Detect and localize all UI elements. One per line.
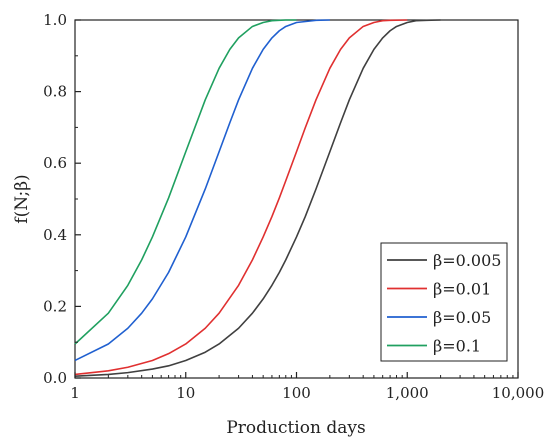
y-tick-label: 0.8: [43, 83, 67, 101]
y-axis-label: f(N;β): [12, 174, 32, 223]
legend: β=0.005 β=0.01 β=0.05 β=0.1: [380, 242, 508, 362]
y-tick-label: 0.2: [43, 297, 67, 315]
series-line-2: [74, 19, 330, 362]
series-line-1: [74, 19, 408, 376]
y-tick-label: 0.6: [43, 154, 67, 172]
x-tick-label: 100: [282, 384, 311, 402]
legend-label-3: β=0.1: [433, 337, 481, 356]
x-tick-label: 1,000: [386, 384, 429, 402]
series-line-3: [74, 19, 297, 345]
y-tick-label: 0.4: [43, 226, 67, 244]
series-line-0: [74, 19, 441, 378]
legend-label-0: β=0.005: [433, 251, 501, 270]
y-axis: 0.0 0.2 0.4 0.6 0.8 1.0: [43, 11, 81, 387]
x-axis-label: Production days: [226, 418, 365, 438]
legend-box: [380, 242, 508, 362]
x-tick-label: 10: [176, 384, 195, 402]
series-lines: [74, 19, 441, 378]
legend-label-1: β=0.01: [433, 280, 491, 299]
x-tick-label: 1: [70, 384, 80, 402]
legend-label-2: β=0.05: [433, 308, 491, 327]
y-tick-label: 1.0: [43, 11, 67, 29]
x-axis: 1 10 100 1,000 10,000: [70, 372, 544, 402]
x-tick-label: 10,000: [492, 384, 545, 402]
y-tick-label: 0.0: [43, 369, 67, 387]
